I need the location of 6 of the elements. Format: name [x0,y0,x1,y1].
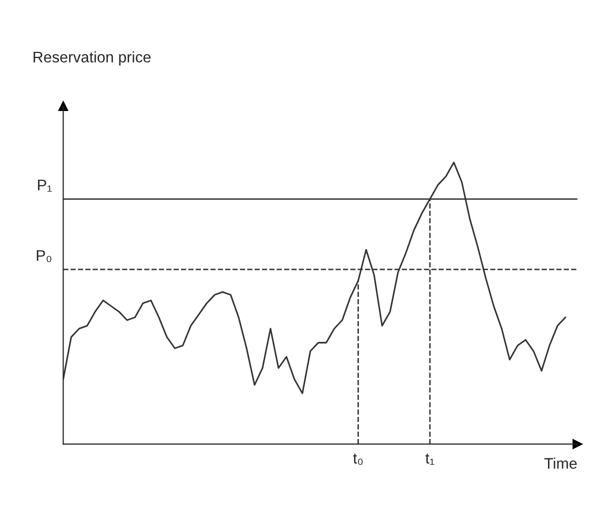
x-tick-label: t₀ [353,454,363,465]
ref-line-label: P₁ [38,180,52,192]
ref-line-label: P₀ [36,250,52,262]
x-tick-label: t₁ [425,454,434,465]
x-axis-title: Time [544,458,577,469]
text: Reservation price [34,51,151,66]
